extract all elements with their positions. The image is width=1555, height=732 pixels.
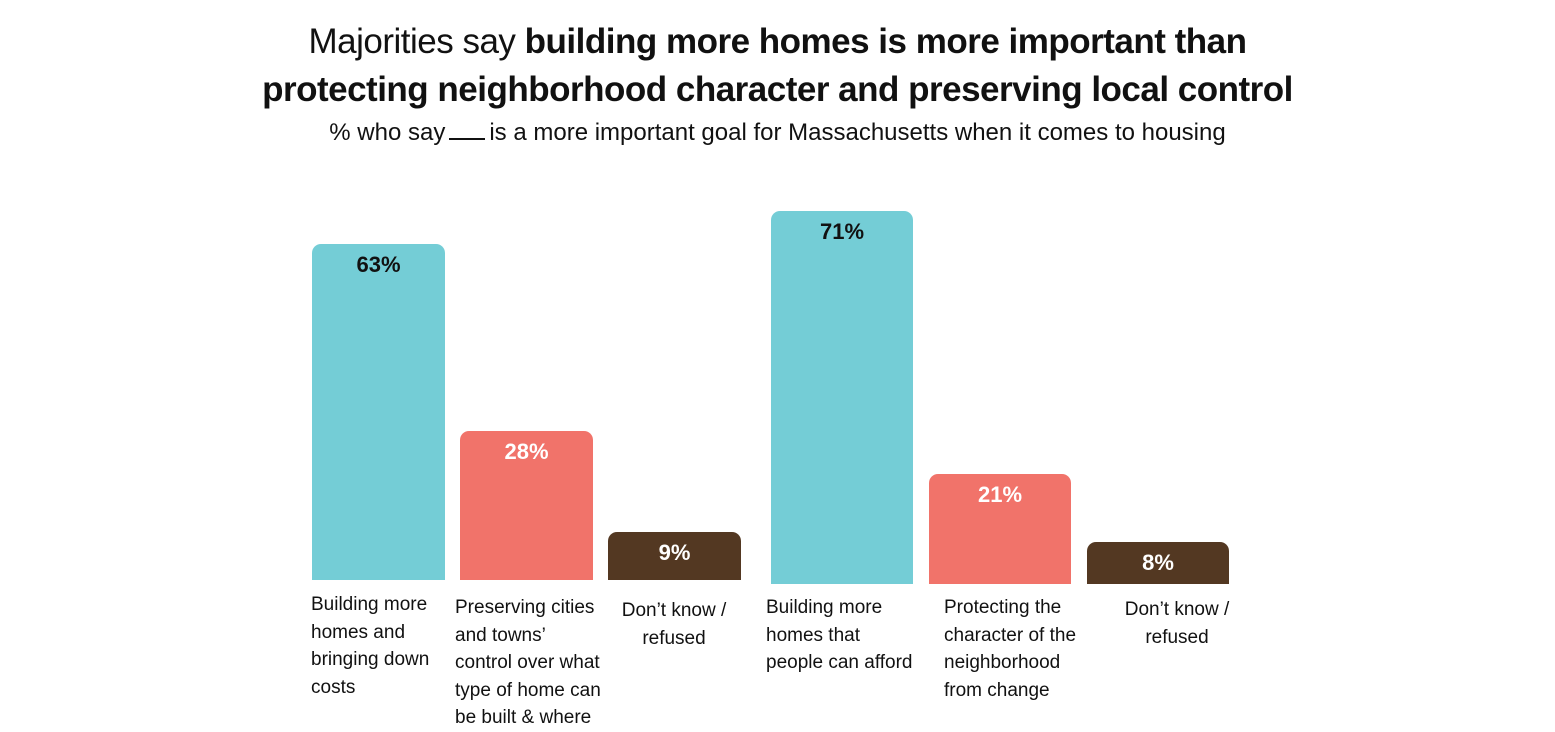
subtitle-after: is a more important goal for Massachuset… bbox=[489, 119, 1226, 146]
chart-title-bold-1: building more homes is more important th… bbox=[524, 22, 1247, 61]
bar-group-2-bar-1: 71% bbox=[771, 211, 913, 584]
bar-group-2-bar-2: 21% bbox=[929, 473, 1071, 584]
category-label: Building more homes and bringing down co… bbox=[311, 594, 430, 698]
chart-header: Majorities say building more homes is mo… bbox=[0, 18, 1555, 148]
chart-title-line-1: Majorities say building more homes is mo… bbox=[0, 18, 1555, 66]
bar-value-label: 63% bbox=[356, 252, 401, 278]
bar-group-1-bar-1: 63% bbox=[312, 244, 445, 580]
bar-group-2-bar-3: 8% bbox=[1087, 542, 1229, 584]
bar-value-label: 8% bbox=[1142, 550, 1174, 575]
bar-value-label: 9% bbox=[658, 540, 691, 566]
bar-value-label: 71% bbox=[819, 219, 865, 245]
category-label: Don’t know / refused bbox=[1124, 599, 1230, 648]
chart-title-line-2: protecting neighborhood character and pr… bbox=[0, 66, 1555, 114]
chart-title-bold-2: protecting neighborhood character and pr… bbox=[262, 70, 1293, 109]
bar-value-label: 28% bbox=[504, 438, 549, 464]
category-label: Preserving cities and towns’ control ove… bbox=[455, 597, 601, 728]
bar-group-1-bar-3: 9% bbox=[608, 532, 741, 580]
bar-value-label: 21% bbox=[977, 481, 1023, 507]
bar-group-1-bar-2: 28% bbox=[460, 430, 593, 580]
subtitle-blank bbox=[449, 120, 486, 140]
category-label: Protecting the character of the neighbor… bbox=[944, 597, 1077, 701]
chart-subtitle: % who say is a more important goal for Ma… bbox=[0, 118, 1555, 148]
chart-title-light: Majorities say bbox=[308, 22, 525, 61]
category-label: Building more homes that people can affo… bbox=[766, 597, 913, 673]
subtitle-before: % who say bbox=[329, 119, 446, 146]
category-label: Don’t know / refused bbox=[621, 600, 727, 649]
